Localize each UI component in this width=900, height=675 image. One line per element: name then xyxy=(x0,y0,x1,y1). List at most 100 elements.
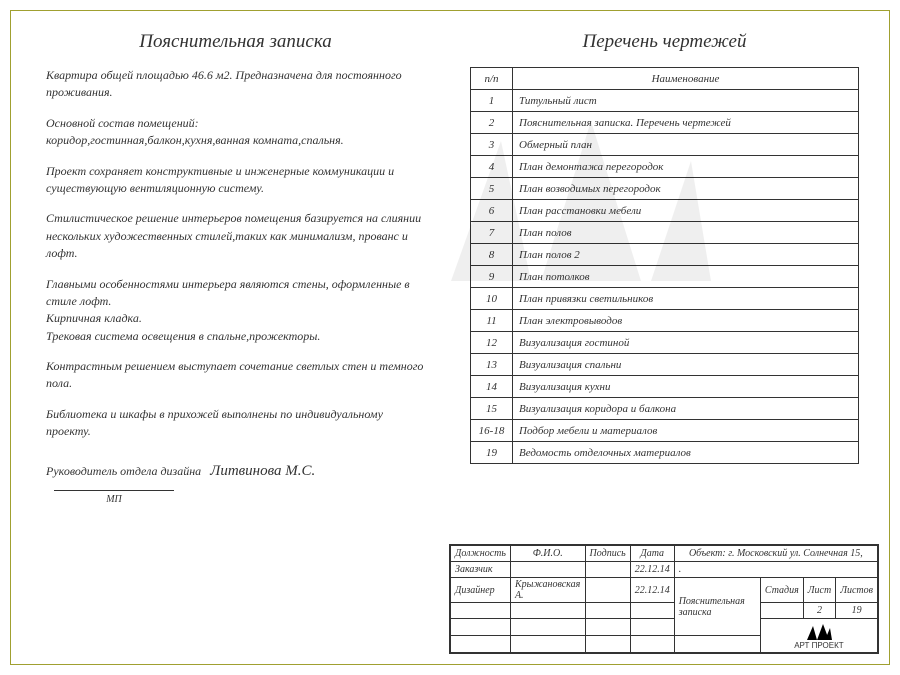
drawing-number: 16-18 xyxy=(471,420,513,442)
drawing-name: План привязки светильников xyxy=(513,288,859,310)
tb-object-value: г. Московский ул. Солнечная 15, xyxy=(728,548,863,559)
drawing-name: Обмерный план xyxy=(513,134,859,156)
drawing-name: План полов 2 xyxy=(513,244,859,266)
drawings-title: Перечень чертежей xyxy=(470,31,859,53)
drawing-name: План полов xyxy=(513,222,859,244)
signature-label: Руководитель отдела дизайна xyxy=(46,464,201,478)
tb-object: Объект: г. Московский ул. Солнечная 15, xyxy=(674,546,877,562)
note-paragraph: Квартира общей площадью 46.6 м2. Предназ… xyxy=(46,67,425,102)
drawing-row: 14Визуализация кухни xyxy=(471,376,859,398)
page-frame: Пояснительная записка Квартира общей пло… xyxy=(10,10,890,665)
drawing-row: 8План полов 2 xyxy=(471,244,859,266)
note-paragraphs: Квартира общей площадью 46.6 м2. Предназ… xyxy=(46,67,425,441)
main-content: Пояснительная записка Квартира общей пло… xyxy=(11,11,889,531)
tb-hdr-sign: Подпись xyxy=(585,546,630,562)
drawing-number: 6 xyxy=(471,200,513,222)
drawing-row: 7План полов xyxy=(471,222,859,244)
drawing-number: 2 xyxy=(471,112,513,134)
title-block: Должность Ф.И.О. Подпись Дата Объект: г.… xyxy=(449,544,879,654)
tb-row-empty1: 2 19 xyxy=(451,603,878,619)
drawing-name: План электровыводов xyxy=(513,310,859,332)
drawing-number: 5 xyxy=(471,178,513,200)
tb-date2: 22.12.14 xyxy=(630,578,674,603)
drawing-name: План возводимых перегородок xyxy=(513,178,859,200)
drawing-row: 11План электровыводов xyxy=(471,310,859,332)
drawing-name: Ведомость отделочных материалов xyxy=(513,442,859,464)
drawing-name: Визуализация гостиной xyxy=(513,332,859,354)
tb-designer-sign xyxy=(585,578,630,603)
drawing-row: 12Визуализация гостиной xyxy=(471,332,859,354)
tb-date1: 22.12.14 xyxy=(630,562,674,578)
note-paragraph: Основной состав помещений:коридор,гостин… xyxy=(46,115,425,150)
drawing-number: 4 xyxy=(471,156,513,178)
drawing-row: 6План расстановки мебели xyxy=(471,200,859,222)
explanatory-note-panel: Пояснительная записка Квартира общей пло… xyxy=(11,11,450,531)
logo-text: АРТ ПРОЕКТ xyxy=(794,641,843,650)
tb-row-empty2: АРТ ПРОЕКТ xyxy=(451,619,878,636)
drawing-number: 7 xyxy=(471,222,513,244)
drawing-row: 15Визуализация коридора и балкона xyxy=(471,398,859,420)
tb-sheet-label: Лист xyxy=(803,578,835,603)
signature-underline: МП xyxy=(54,490,174,491)
tb-object-cont: . xyxy=(674,562,877,578)
drawing-number: 1 xyxy=(471,90,513,112)
drawings-table: п/п Наименование 1Титульный лист2Пояснит… xyxy=(470,67,859,464)
drawing-row: 4План демонтажа перегородок xyxy=(471,156,859,178)
note-paragraph: Библиотека и шкафы в прихожей выполнены … xyxy=(46,406,425,441)
drawing-row: 13Визуализация спальни xyxy=(471,354,859,376)
drawing-number: 8 xyxy=(471,244,513,266)
drawing-name: Визуализация спальни xyxy=(513,354,859,376)
col-number: п/п xyxy=(471,68,513,90)
drawing-name: План расстановки мебели xyxy=(513,200,859,222)
tb-designer-fio: Крыжановская А. xyxy=(510,578,585,603)
tb-object-label: Объект: xyxy=(689,548,726,559)
drawing-number: 12 xyxy=(471,332,513,354)
drawing-number: 15 xyxy=(471,398,513,420)
tb-row-customer: Заказчик 22.12.14 . xyxy=(451,562,878,578)
drawing-row: 10План привязки светильников xyxy=(471,288,859,310)
drawing-name: План демонтажа перегородок xyxy=(513,156,859,178)
logo-icon xyxy=(805,622,833,642)
drawings-list-panel: Перечень чертежей п/п Наименование 1Титу… xyxy=(450,11,889,531)
tb-row-designer: Дизайнер Крыжановская А. 22.12.14 Поясни… xyxy=(451,578,878,603)
tb-doc-title: Пояснительная записка xyxy=(674,578,760,636)
tb-customer-sign xyxy=(585,562,630,578)
tb-hdr-date: Дата xyxy=(630,546,674,562)
tb-hdr-fio: Ф.И.О. xyxy=(510,546,585,562)
note-paragraph: Контрастным решением выступает сочетание… xyxy=(46,358,425,393)
tb-hdr-role: Должность xyxy=(451,546,511,562)
drawing-row: 9План потолков xyxy=(471,266,859,288)
tb-stage-label: Стадия xyxy=(760,578,803,603)
tb-sheet-num: 2 xyxy=(803,603,835,619)
drawing-name: Подбор мебели и материалов xyxy=(513,420,859,442)
drawing-number: 3 xyxy=(471,134,513,156)
col-name: Наименование xyxy=(513,68,859,90)
drawing-name: Пояснительная записка. Перечень чертежей xyxy=(513,112,859,134)
note-paragraph: Проект сохраняет конструктивные и инжене… xyxy=(46,163,425,198)
note-title: Пояснительная записка xyxy=(46,31,425,53)
tb-customer-fio xyxy=(510,562,585,578)
tb-sheets-num: 19 xyxy=(836,603,878,619)
signature-name: Литвинова М.С. xyxy=(210,463,315,479)
tb-stage-val xyxy=(760,603,803,619)
drawing-number: 11 xyxy=(471,310,513,332)
drawing-name: План потолков xyxy=(513,266,859,288)
drawing-number: 10 xyxy=(471,288,513,310)
tb-role-customer: Заказчик xyxy=(451,562,511,578)
drawing-row: 2Пояснительная записка. Перечень чертеже… xyxy=(471,112,859,134)
drawing-number: 14 xyxy=(471,376,513,398)
mp-stamp-label: МП xyxy=(106,494,122,505)
tb-spacer xyxy=(674,636,760,653)
signature-line: Руководитель отдела дизайна Литвинова М.… xyxy=(46,463,425,495)
drawing-number: 13 xyxy=(471,354,513,376)
drawing-row: 1Титульный лист xyxy=(471,90,859,112)
drawing-name: Визуализация кухни xyxy=(513,376,859,398)
drawing-number: 9 xyxy=(471,266,513,288)
drawing-number: 19 xyxy=(471,442,513,464)
tb-role-designer: Дизайнер xyxy=(451,578,511,603)
note-paragraph: Стилистическое решение интерьеров помеще… xyxy=(46,210,425,262)
drawing-row: 3Обмерный план xyxy=(471,134,859,156)
drawing-row: 16-18Подбор мебели и материалов xyxy=(471,420,859,442)
drawing-name: Титульный лист xyxy=(513,90,859,112)
note-paragraph: Главными особенностями интерьера являютс… xyxy=(46,276,425,346)
